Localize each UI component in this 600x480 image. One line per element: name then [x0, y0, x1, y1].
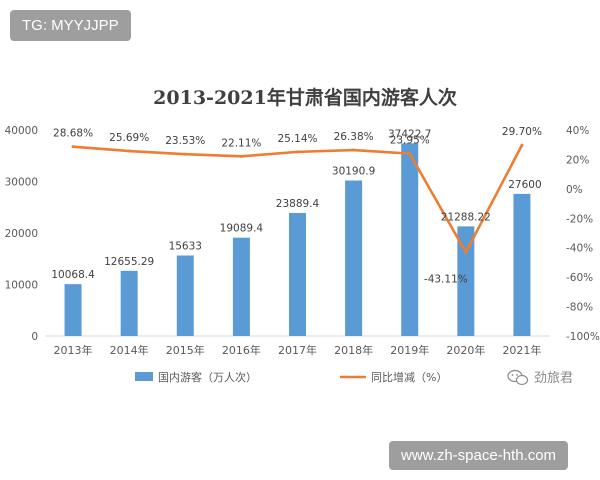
legend-swatch-bars — [135, 372, 153, 381]
y-left-tick-label: 0 — [31, 331, 38, 343]
line-data-label: -43.11% — [424, 273, 468, 285]
legend-label-line: 同比增减（%） — [371, 370, 447, 384]
y-right-tick-label: 0% — [566, 184, 583, 196]
y-left-tick-label: 40000 — [5, 125, 38, 137]
x-tick-label: 2016年 — [222, 343, 261, 357]
line-data-label: 25.14% — [277, 133, 317, 145]
bar — [513, 193, 531, 336]
x-tick-label: 2021年 — [502, 343, 541, 357]
bar — [345, 180, 363, 336]
growth-point — [71, 145, 75, 149]
x-tick-label: 2019年 — [390, 343, 429, 357]
bar-data-label: 12655.29 — [104, 256, 154, 268]
watermark-text: 劲旅君 — [534, 371, 573, 386]
y-left-tick-label: 10000 — [5, 280, 38, 292]
growth-point — [239, 154, 243, 158]
bar-data-label: 21288.22 — [441, 211, 491, 223]
growth-point — [520, 143, 524, 147]
bar-data-label: 19089.4 — [220, 223, 264, 235]
bar — [232, 237, 250, 336]
y-right-tick-label: -20% — [566, 213, 593, 225]
growth-point — [127, 149, 131, 153]
y-right-tick-label: -80% — [566, 302, 593, 314]
bar — [64, 284, 82, 336]
line-data-label: 25.69% — [109, 132, 149, 144]
y-left-tick-label: 20000 — [5, 228, 38, 240]
x-tick-label: 2018年 — [334, 343, 373, 357]
growth-point — [352, 148, 356, 152]
y-right-tick-label: 20% — [566, 154, 589, 166]
y-right-tick-label: -60% — [566, 272, 593, 284]
line-data-label: 23.53% — [165, 135, 205, 147]
bar-data-label: 27600 — [508, 179, 541, 191]
line-data-label: 26.38% — [334, 131, 374, 143]
growth-point — [296, 150, 299, 154]
bar — [401, 143, 419, 336]
growth-point — [464, 250, 468, 254]
wechat-icon — [507, 369, 529, 386]
growth-point — [183, 152, 187, 156]
line-data-label: 23.95% — [390, 135, 430, 147]
bar-data-label: 37422.7 — [388, 128, 431, 140]
bar-data-label: 10068.4 — [51, 269, 95, 281]
line-data-label: 28.68% — [53, 128, 93, 140]
bar-data-label: 30190.9 — [332, 166, 375, 178]
bar — [120, 270, 138, 336]
tg-watermark-badge: TG: MYYJJPP — [10, 10, 131, 41]
bar — [289, 212, 306, 336]
x-tick-label: 2015年 — [166, 343, 205, 357]
y-left-tick-label: 30000 — [5, 177, 38, 189]
x-tick-label: 2014年 — [110, 343, 149, 357]
line-data-label: 29.70% — [502, 126, 542, 138]
legend-label-bars: 国内游客（万人次） — [158, 370, 257, 384]
x-tick-label: 2020年 — [446, 343, 485, 357]
x-tick-label: 2013年 — [54, 343, 93, 357]
bar — [176, 255, 194, 336]
bar — [457, 226, 475, 336]
site-url-badge: www.zh-space-hth.com — [389, 441, 569, 470]
line-data-label: 22.11% — [221, 137, 261, 149]
growth-point — [408, 152, 412, 156]
bar-data-label: 23889.4 — [276, 198, 320, 210]
y-right-tick-label: 40% — [566, 125, 589, 137]
wechat-watermark: 劲旅君 — [507, 369, 573, 386]
chart-title: 2013-2021年甘肃省国内游客人次 — [153, 86, 457, 109]
x-tick-label: 2017年 — [278, 343, 317, 357]
y-right-tick-label: -100% — [566, 331, 600, 343]
y-right-tick-label: -40% — [566, 243, 593, 255]
bar-data-label: 15633 — [169, 240, 202, 252]
